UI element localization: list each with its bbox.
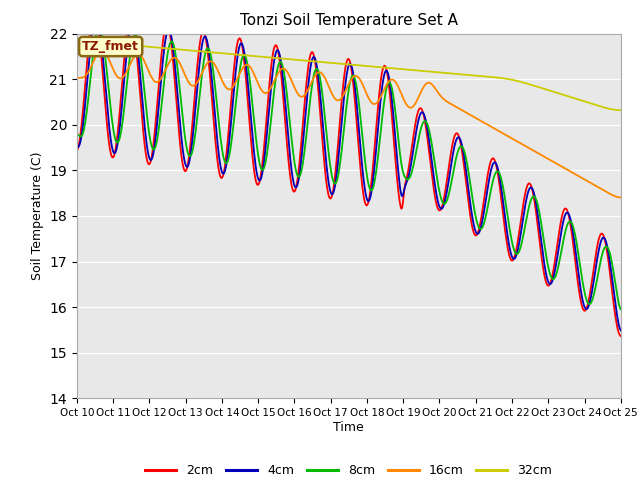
16cm — [416, 92, 424, 98]
2cm — [617, 333, 625, 339]
Legend: 2cm, 4cm, 8cm, 16cm, 32cm: 2cm, 4cm, 8cm, 16cm, 32cm — [140, 459, 557, 480]
2cm — [223, 142, 231, 148]
32cm — [431, 69, 438, 75]
8cm — [95, 25, 102, 31]
4cm — [93, 13, 100, 19]
32cm — [194, 48, 202, 54]
4cm — [73, 144, 81, 150]
32cm — [83, 38, 90, 44]
Line: 8cm: 8cm — [77, 28, 621, 309]
8cm — [195, 102, 202, 108]
16cm — [83, 72, 90, 77]
32cm — [139, 43, 147, 49]
8cm — [73, 131, 81, 137]
4cm — [617, 327, 625, 333]
8cm — [83, 109, 90, 115]
4cm — [140, 109, 147, 115]
16cm — [195, 77, 202, 83]
8cm — [617, 306, 625, 312]
8cm — [416, 132, 424, 137]
4cm — [195, 70, 202, 76]
2cm — [73, 148, 81, 154]
Y-axis label: Soil Temperature (C): Soil Temperature (C) — [31, 152, 44, 280]
Line: 16cm: 16cm — [77, 50, 621, 197]
16cm — [223, 86, 231, 92]
32cm — [415, 68, 422, 73]
Title: Tonzi Soil Temperature Set A: Tonzi Soil Temperature Set A — [240, 13, 458, 28]
4cm — [223, 155, 231, 161]
2cm — [83, 64, 90, 70]
32cm — [617, 108, 625, 113]
2cm — [416, 106, 424, 111]
32cm — [73, 38, 81, 44]
Line: 2cm: 2cm — [77, 11, 621, 336]
2cm — [195, 50, 202, 56]
8cm — [431, 165, 439, 171]
8cm — [140, 78, 147, 84]
16cm — [98, 48, 106, 53]
2cm — [140, 130, 147, 136]
16cm — [431, 86, 439, 92]
4cm — [83, 84, 90, 90]
Text: TZ_fmet: TZ_fmet — [82, 40, 139, 53]
4cm — [431, 185, 439, 191]
16cm — [617, 194, 625, 200]
2cm — [90, 8, 98, 14]
16cm — [140, 57, 147, 62]
32cm — [223, 51, 230, 57]
8cm — [223, 159, 231, 165]
Line: 4cm: 4cm — [77, 16, 621, 330]
2cm — [431, 196, 439, 202]
4cm — [416, 113, 424, 119]
Line: 32cm: 32cm — [77, 41, 621, 110]
16cm — [73, 75, 81, 81]
X-axis label: Time: Time — [333, 421, 364, 434]
